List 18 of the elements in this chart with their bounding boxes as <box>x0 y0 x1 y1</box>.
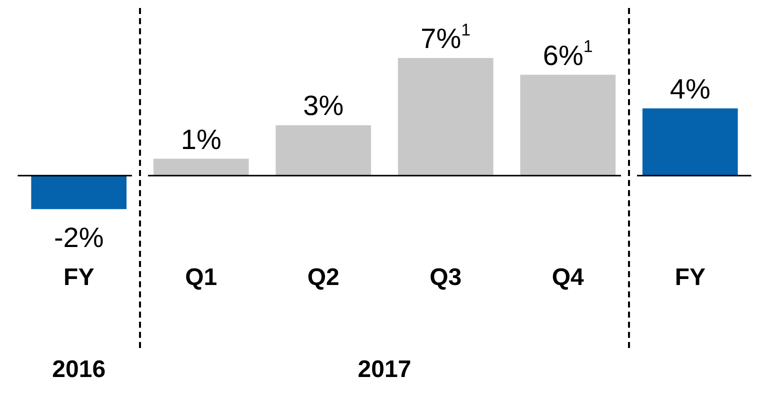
text: 2016 <box>51 356 107 384</box>
bar <box>153 158 249 176</box>
text: 2017 <box>356 356 412 384</box>
x-tick-label: Q3 <box>430 264 462 292</box>
x-tick-label: FY <box>64 264 94 292</box>
data-label: 1% <box>180 124 222 155</box>
data-label: -2% <box>54 222 104 254</box>
bar <box>31 176 127 210</box>
bar <box>642 108 738 176</box>
x-tick-label: FY <box>674 264 706 292</box>
bar <box>276 125 372 176</box>
data-label: 3% <box>303 90 344 122</box>
bar <box>520 74 616 176</box>
x-tick-label: Q1 <box>185 264 218 292</box>
x-tick-label: Q2 <box>307 264 340 292</box>
bar <box>398 58 494 176</box>
x-tick-label: Q4 <box>552 264 585 292</box>
data-label: 4% <box>670 73 710 104</box>
